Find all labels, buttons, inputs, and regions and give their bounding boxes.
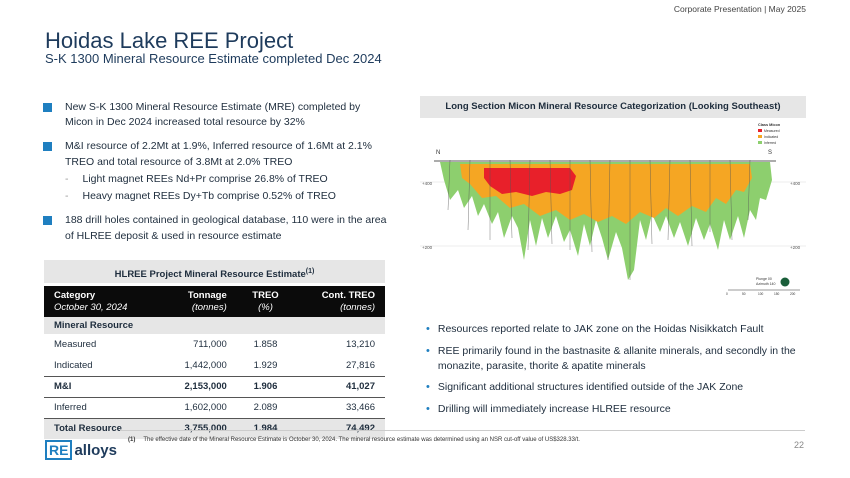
footnote: (1) The effective date of the Mineral Res…: [128, 437, 580, 443]
sub-bullet-item: - Heavy magnet REEs Dy+Tb comprise 0.52%…: [65, 190, 336, 203]
dot-bullet-icon: •: [426, 344, 430, 357]
col-header-category: Category: [54, 290, 96, 301]
table-section-row: Mineral Resource: [44, 317, 385, 334]
elevation-label: +200: [422, 245, 433, 250]
bullet-item: M&I resource of 2.2Mt at 1.9%, Inferred …: [43, 139, 388, 169]
north-label: N: [436, 150, 440, 156]
figure-legend: Class Micon Measured Indicated Inferred: [758, 123, 781, 145]
company-logo: RE alloys: [45, 440, 117, 460]
bullet-item: • REE primarily found in the bastnasite &…: [426, 344, 806, 374]
long-section-figure: +400 +400 +200 +200 N S Class Micon Meas…: [420, 120, 806, 304]
bullet-item: New S-K 1300 Mineral Resource Estimate (…: [43, 100, 388, 130]
drill-holes: [447, 159, 751, 280]
svg-text:100: 100: [758, 292, 764, 296]
svg-text:0: 0: [726, 292, 728, 296]
svg-text:Indicated: Indicated: [764, 135, 778, 139]
orientation-icon: [780, 277, 790, 287]
figure-title: Long Section Micon Mineral Resource Cate…: [420, 96, 806, 118]
col-header-treo: TREO: [252, 290, 279, 301]
svg-text:150: 150: [774, 292, 780, 296]
table-row: Measured 711,000 1.858 13,210: [54, 339, 375, 350]
col-subheader: (tonnes): [340, 302, 375, 313]
elevation-label: +400: [422, 181, 433, 186]
page-title: Hoidas Lake REE Project: [45, 28, 294, 53]
square-bullet-icon: [43, 216, 52, 226]
measured-zone: [484, 168, 576, 196]
col-subheader: (tonnes): [191, 302, 227, 313]
elevation-label: +400: [790, 181, 801, 186]
table-row: Inferred 1,602,000 2.089 33,466: [54, 402, 375, 413]
bullet-item: • Drilling will immediately increase HLRE…: [426, 402, 806, 418]
bullet-item: 188 drill holes contained in geological …: [43, 213, 388, 243]
table-row: Indicated 1,442,000 1.929 27,816: [44, 355, 385, 377]
plunge-label: Plunge 00: [756, 277, 772, 281]
square-bullet-icon: [43, 142, 52, 152]
col-subheader: October 30, 2024: [54, 302, 128, 313]
table-row: M&I 2,153,000 1.906 41,027: [44, 376, 385, 398]
bullet-item: • Significant additional structures ident…: [426, 380, 806, 396]
square-bullet-icon: [43, 103, 52, 112]
sub-bullet-item: - Light magnet REEs Nd+Pr comprise 26.8%…: [65, 172, 328, 185]
left-bullet-list: New S-K 1300 Mineral Resource Estimate (…: [43, 100, 388, 253]
col-subheader: (%): [258, 302, 273, 313]
azimuth-label: Azimuth 140: [756, 282, 776, 286]
long-section-svg: +400 +400 +200 +200 N S Class Micon Meas…: [420, 123, 806, 296]
page-subtitle: S-K 1300 Mineral Resource Estimate compl…: [45, 51, 382, 66]
elevation-label: +200: [790, 245, 801, 250]
table-title: HLREE Project Mineral Resource Estimate(…: [44, 260, 385, 283]
col-header-cont-treo: Cont. TREO: [321, 290, 375, 301]
right-bullet-list: • Resources reported relate to JAK zone o…: [426, 322, 806, 424]
svg-text:200: 200: [790, 292, 796, 296]
south-label: S: [768, 150, 772, 156]
table-row-total: Total Resource 3,755,000 1.984 74,492: [44, 417, 385, 439]
resource-table: HLREE Project Mineral Resource Estimate(…: [44, 260, 385, 439]
dot-bullet-icon: •: [426, 403, 430, 416]
dot-bullet-icon: •: [426, 381, 430, 394]
bullet-item: • Resources reported relate to JAK zone o…: [426, 322, 806, 338]
header-tag: Corporate Presentation | May 2025: [673, 4, 806, 14]
col-header-tonnage: Tonnage: [187, 290, 227, 301]
dot-bullet-icon: •: [426, 323, 430, 335]
svg-text:Measured: Measured: [764, 129, 780, 133]
svg-text:50: 50: [742, 292, 746, 296]
page-number: 22: [793, 440, 804, 450]
footer-divider: [120, 430, 805, 431]
svg-text:Inferred: Inferred: [764, 141, 776, 145]
svg-text:Class Micon: Class Micon: [758, 123, 781, 127]
